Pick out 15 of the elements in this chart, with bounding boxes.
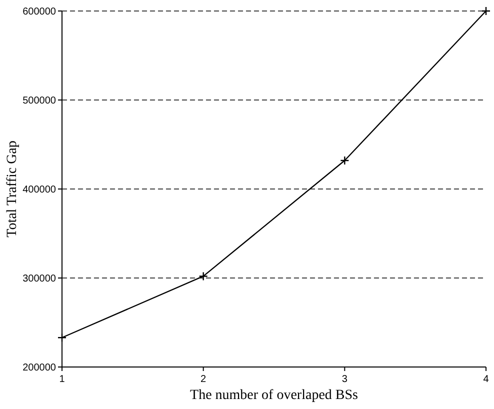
point [198,272,208,281]
y-tick-label: 500000 [22,96,56,106]
point [57,333,67,342]
y-tick-label: 400000 [22,184,56,196]
y-tick-label: 600000 [22,6,56,18]
x-axis-title: The number of overlaped BSs [190,388,358,403]
y-tick-label: 300000 [22,274,56,284]
point [340,156,350,166]
x-tick-label: 3 [342,374,348,385]
y-tick-label: 200000 [22,362,56,374]
point [481,6,491,16]
x-tick-label: 2 [200,374,207,385]
x-tick-label: 1 [59,374,66,385]
y-axis-title: Total Traffic Gap [5,140,20,238]
x-tick-label: 4 [483,374,490,385]
